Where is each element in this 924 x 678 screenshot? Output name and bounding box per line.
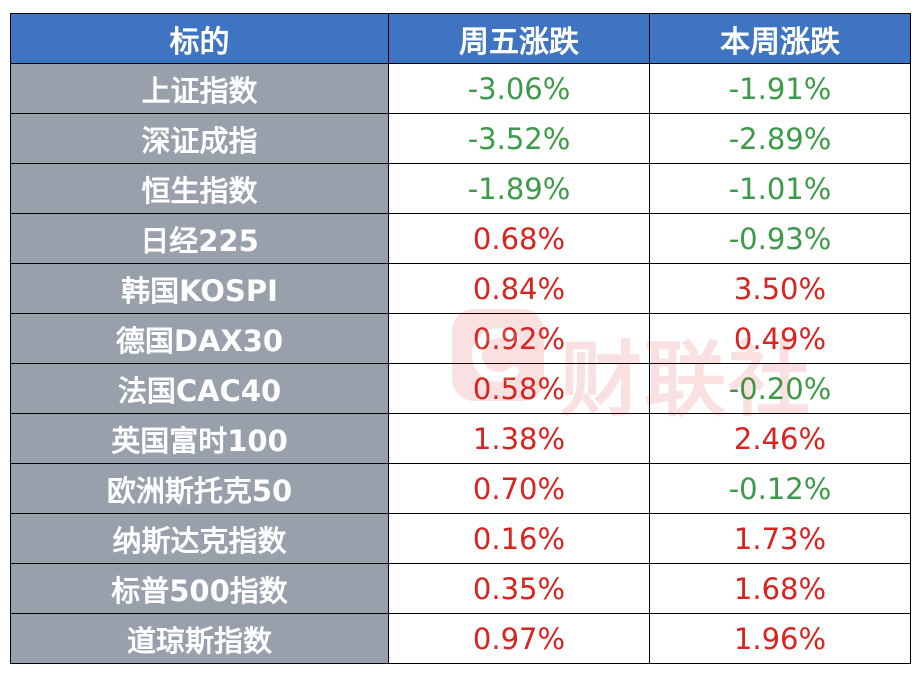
index-name: 欧洲斯托克50 [10,463,389,514]
weekly-change: 1.73% [649,513,911,564]
index-name: 深证成指 [10,113,389,164]
table-row: 标普500指数 0.35% 1.68% [10,563,911,614]
friday-change: -1.89% [388,163,650,214]
index-name: 德国DAX30 [10,313,389,364]
weekly-change: 3.50% [649,263,911,314]
index-name: 道琼斯指数 [10,613,389,664]
index-name: 上证指数 [10,63,389,114]
friday-change: 0.68% [388,213,650,264]
weekly-change: 0.49% [649,313,911,364]
friday-change: -3.06% [388,63,650,114]
index-name: 恒生指数 [10,163,389,214]
friday-change: 0.58% [388,363,650,414]
friday-change: 0.70% [388,463,650,514]
table-row: 深证成指 -3.52% -2.89% [10,113,911,164]
friday-change: -3.52% [388,113,650,164]
header-friday-change: 周五涨跌 [388,13,650,64]
index-name: 韩国KOSPI [10,263,389,314]
table-row: 恒生指数 -1.89% -1.01% [10,163,911,214]
table-row: 欧洲斯托克50 0.70% -0.12% [10,463,911,514]
weekly-change: -0.12% [649,463,911,514]
index-name: 日经225 [10,213,389,264]
header-target: 标的 [10,13,389,64]
index-name: 纳斯达克指数 [10,513,389,564]
table-header-row: 标的 周五涨跌 本周涨跌 [10,13,911,64]
table-row: 韩国KOSPI 0.84% 3.50% [10,263,911,314]
weekly-change: 1.96% [649,613,911,664]
table-row: 法国CAC40 0.58% -0.20% [10,363,911,414]
friday-change: 0.92% [388,313,650,364]
friday-change: 1.38% [388,413,650,464]
friday-change: 0.35% [388,563,650,614]
table-row: 道琼斯指数 0.97% 1.96% [10,613,911,664]
weekly-change: -1.91% [649,63,911,114]
weekly-change: -2.89% [649,113,911,164]
weekly-change: -0.20% [649,363,911,414]
table-row: 德国DAX30 0.92% 0.49% [10,313,911,364]
friday-change: 0.84% [388,263,650,314]
table-row: 纳斯达克指数 0.16% 1.73% [10,513,911,564]
table-row: 英国富时100 1.38% 2.46% [10,413,911,464]
table-row: 日经225 0.68% -0.93% [10,213,911,264]
table-row: 上证指数 -3.06% -1.91% [10,63,911,114]
friday-change: 0.97% [388,613,650,664]
friday-change: 0.16% [388,513,650,564]
index-name: 标普500指数 [10,563,389,614]
index-performance-table-container: 标的 周五涨跌 本周涨跌 上证指数 -3.06% -1.91% 深证成指 -3.… [10,13,911,664]
index-performance-table: 标的 周五涨跌 本周涨跌 上证指数 -3.06% -1.91% 深证成指 -3.… [10,13,911,664]
index-name: 英国富时100 [10,413,389,464]
weekly-change: -1.01% [649,163,911,214]
index-name: 法国CAC40 [10,363,389,414]
weekly-change: 2.46% [649,413,911,464]
header-weekly-change: 本周涨跌 [649,13,911,64]
weekly-change: 1.68% [649,563,911,614]
weekly-change: -0.93% [649,213,911,264]
